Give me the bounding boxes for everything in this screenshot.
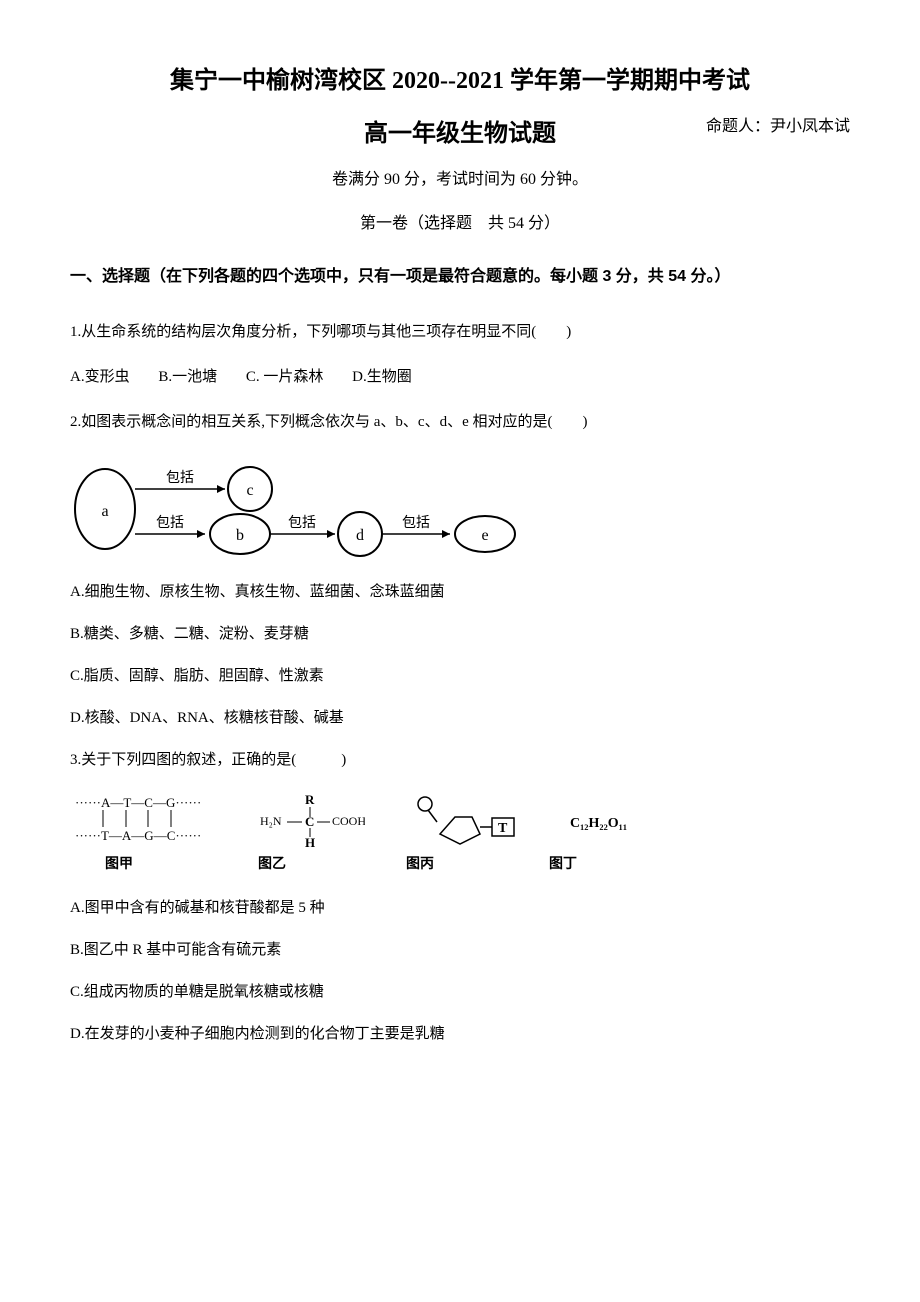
author: 命题人：尹小凤本试 bbox=[706, 113, 850, 142]
q1-opt-a: A.变形虫 bbox=[70, 369, 130, 385]
title-row: 高一年级生物试题 命题人：尹小凤本试 bbox=[70, 113, 850, 156]
q3-opt-d: D.在发芽的小麦种子细胞内检测到的化合物丁主要是乳糖 bbox=[70, 1021, 850, 1048]
q3-opt-b: B.图乙中 R 基中可能含有硫元素 bbox=[70, 937, 850, 964]
dna-top: ······A—T—C—G······ bbox=[75, 795, 201, 810]
svg-text:COOH: COOH bbox=[332, 814, 365, 828]
svg-text:R: R bbox=[305, 792, 315, 807]
q2-opt-a: A.细胞生物、原核生物、真核生物、蓝细菌、念珠蓝细菌 bbox=[70, 579, 850, 606]
main-title: 集宁一中榆树湾校区 2020--2021 学年第一学期期中考试 bbox=[70, 60, 850, 103]
svg-text:a: a bbox=[101, 503, 108, 520]
subtitle: 高一年级生物试题 bbox=[364, 113, 556, 156]
fig3-label: 图丙 bbox=[406, 852, 434, 877]
instruction: 一、选择题（在下列各题的四个选项中，只有一项是最符合题意的。每小题 3 分，共 … bbox=[70, 259, 850, 294]
question-1-options: A.变形虫 B.一池塘 C. 一片森林 D.生物圈 bbox=[70, 364, 850, 391]
figure-3: T bbox=[410, 792, 520, 847]
svg-text:T: T bbox=[498, 821, 508, 836]
figure-2: R H₂N C COOH H bbox=[255, 792, 365, 847]
q1-opt-c: C. 一片森林 bbox=[246, 369, 324, 385]
q3-opt-a: A.图甲中含有的碱基和核苷酸都是 5 种 bbox=[70, 895, 850, 922]
fig1-label: 图甲 bbox=[105, 852, 133, 877]
formula-text: C₁₂H₂₂O₁₁ bbox=[570, 816, 627, 831]
figures-row: ······A—T—C—G······ ······T—A—G—C······ … bbox=[70, 792, 850, 847]
section-header: 第一卷（选择题 共 54 分） bbox=[70, 210, 850, 239]
figure-4: C₁₂H₂₂O₁₁ bbox=[565, 792, 650, 847]
svg-text:H: H bbox=[305, 835, 315, 847]
svg-text:包括: 包括 bbox=[166, 470, 194, 486]
svg-text:e: e bbox=[481, 527, 488, 544]
q2-opt-b: B.糖类、多糖、二糖、淀粉、麦芽糖 bbox=[70, 621, 850, 648]
svg-text:c: c bbox=[246, 482, 253, 499]
figure-labels: 图甲 图乙 图丙 图丁 bbox=[70, 852, 850, 877]
fig4-label: 图丁 bbox=[549, 852, 577, 877]
svg-text:H₂N: H₂N bbox=[260, 814, 282, 828]
svg-text:d: d bbox=[356, 527, 364, 544]
exam-info: 卷满分 90 分，考试时间为 60 分钟。 bbox=[70, 166, 850, 195]
q1-opt-b: B.一池塘 bbox=[158, 369, 217, 385]
question-3: 3.关于下列四图的叙述，正确的是( ) bbox=[70, 747, 850, 774]
svg-text:b: b bbox=[236, 527, 244, 544]
q2-opt-d: D.核酸、DNA、RNA、核糖核苷酸、碱基 bbox=[70, 705, 850, 732]
svg-text:C: C bbox=[305, 814, 314, 829]
dna-bottom: ······T—A—G—C······ bbox=[75, 828, 201, 843]
question-1: 1.从生命系统的结构层次角度分析，下列哪项与其他三项存在明显不同( ) bbox=[70, 319, 850, 346]
q3-opt-c: C.组成丙物质的单糖是脱氧核糖或核糖 bbox=[70, 979, 850, 1006]
q2-opt-c: C.脂质、固醇、脂肪、胆固醇、性激素 bbox=[70, 663, 850, 690]
svg-text:包括: 包括 bbox=[402, 515, 430, 531]
svg-text:包括: 包括 bbox=[288, 515, 316, 531]
figure-1: ······A—T—C—G······ ······T—A—G—C······ bbox=[70, 792, 210, 847]
q1-opt-d: D.生物圈 bbox=[352, 369, 412, 385]
question-2: 2.如图表示概念间的相互关系,下列概念依次与 a、b、c、d、e 相对应的是( … bbox=[70, 409, 850, 436]
fig2-label: 图乙 bbox=[258, 852, 286, 877]
svg-text:包括: 包括 bbox=[156, 515, 184, 531]
concept-diagram: a 包括 c 包括 b 包括 d 包括 e bbox=[70, 454, 850, 564]
